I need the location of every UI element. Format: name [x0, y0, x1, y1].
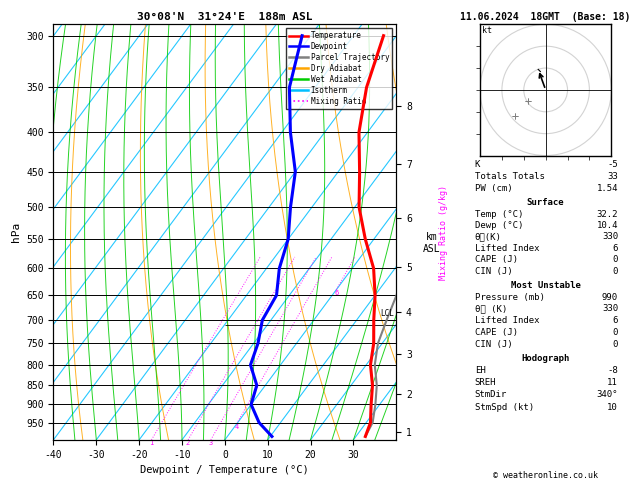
- Text: 0: 0: [613, 340, 618, 348]
- Text: θᴄ (K): θᴄ (K): [475, 304, 507, 313]
- Text: Totals Totals: Totals Totals: [475, 172, 545, 181]
- Text: Mixing Ratio (g/kg): Mixing Ratio (g/kg): [439, 185, 448, 279]
- Text: CAPE (J): CAPE (J): [475, 328, 518, 337]
- Text: 6: 6: [334, 290, 338, 295]
- Text: CIN (J): CIN (J): [475, 340, 513, 348]
- Text: 4: 4: [235, 424, 239, 430]
- Y-axis label: hPa: hPa: [11, 222, 21, 242]
- Text: 0: 0: [613, 267, 618, 276]
- Text: Hodograph: Hodograph: [521, 354, 570, 363]
- Text: 10.4: 10.4: [596, 221, 618, 230]
- Text: CAPE (J): CAPE (J): [475, 255, 518, 264]
- Text: 990: 990: [602, 293, 618, 302]
- Text: SREH: SREH: [475, 378, 496, 387]
- Text: 1.54: 1.54: [596, 184, 618, 193]
- Text: Lifted Index: Lifted Index: [475, 244, 539, 253]
- Text: LCL: LCL: [381, 309, 394, 318]
- Text: PW (cm): PW (cm): [475, 184, 513, 193]
- Text: Temp (°C): Temp (°C): [475, 209, 523, 219]
- Text: StmDir: StmDir: [475, 390, 507, 399]
- Text: 11: 11: [608, 378, 618, 387]
- Text: 11.06.2024  18GMT  (Base: 18): 11.06.2024 18GMT (Base: 18): [460, 12, 629, 22]
- Text: -5: -5: [608, 159, 618, 169]
- Text: 6: 6: [613, 244, 618, 253]
- Text: 6: 6: [613, 316, 618, 325]
- Text: Lifted Index: Lifted Index: [475, 316, 539, 325]
- Text: 330: 330: [602, 304, 618, 313]
- Text: 0: 0: [613, 328, 618, 337]
- Y-axis label: km
ASL: km ASL: [423, 232, 440, 254]
- X-axis label: Dewpoint / Temperature (°C): Dewpoint / Temperature (°C): [140, 465, 309, 475]
- Text: © weatheronline.co.uk: © weatheronline.co.uk: [493, 471, 598, 480]
- Text: 3: 3: [209, 440, 213, 446]
- Text: θᴄ(K): θᴄ(K): [475, 232, 502, 242]
- Text: K: K: [475, 159, 480, 169]
- Text: CIN (J): CIN (J): [475, 267, 513, 276]
- Text: EH: EH: [475, 366, 486, 375]
- Text: 1: 1: [149, 440, 153, 446]
- Text: 330: 330: [602, 232, 618, 242]
- Text: 2: 2: [186, 440, 190, 446]
- Text: 32.2: 32.2: [596, 209, 618, 219]
- Text: StmSpd (kt): StmSpd (kt): [475, 402, 534, 412]
- Text: Dewp (°C): Dewp (°C): [475, 221, 523, 230]
- Legend: Temperature, Dewpoint, Parcel Trajectory, Dry Adiabat, Wet Adiabat, Isotherm, Mi: Temperature, Dewpoint, Parcel Trajectory…: [286, 28, 392, 109]
- Text: 0: 0: [613, 255, 618, 264]
- Text: 340°: 340°: [596, 390, 618, 399]
- Text: -8: -8: [608, 366, 618, 375]
- Text: 33: 33: [608, 172, 618, 181]
- Text: Pressure (mb): Pressure (mb): [475, 293, 545, 302]
- Text: 10: 10: [608, 402, 618, 412]
- Text: Surface: Surface: [527, 198, 564, 207]
- Title: 30°08'N  31°24'E  188m ASL: 30°08'N 31°24'E 188m ASL: [137, 12, 313, 22]
- Text: Most Unstable: Most Unstable: [511, 281, 581, 290]
- Text: kt: kt: [482, 26, 493, 35]
